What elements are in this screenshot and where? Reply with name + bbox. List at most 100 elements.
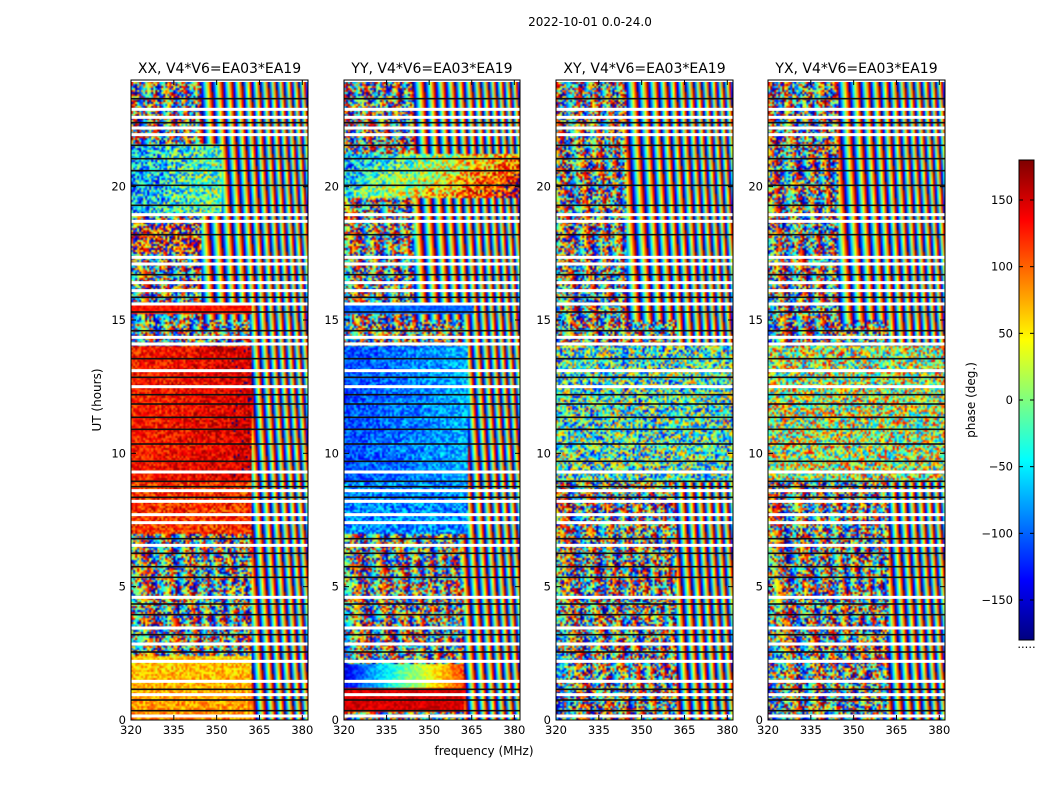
flagged-row xyxy=(768,213,945,217)
flagged-row xyxy=(768,369,945,373)
y-tick-label: 10 xyxy=(748,446,763,460)
panel-frame-xx xyxy=(130,79,309,721)
flagged-row xyxy=(344,543,520,547)
dark-row xyxy=(768,416,945,419)
dark-row xyxy=(556,204,733,207)
flagged-row xyxy=(131,642,308,646)
x-axis-label: frequency (MHz) xyxy=(434,744,533,758)
flagged-row xyxy=(768,262,945,266)
colorbar-label: phase (deg.) xyxy=(964,362,978,438)
phase-heatmap-xy xyxy=(556,80,733,720)
flagged-row xyxy=(556,489,733,493)
flagged-row xyxy=(131,513,308,517)
flagged-row xyxy=(768,126,945,130)
flagged-row xyxy=(131,385,308,389)
dark-row xyxy=(344,144,520,147)
flagged-row xyxy=(344,115,520,119)
flagged-row xyxy=(131,302,308,306)
x-tick-label: 335 xyxy=(163,723,185,737)
x-tick-label: 320 xyxy=(757,723,779,737)
dark-row xyxy=(344,393,520,396)
dark-row xyxy=(768,204,945,207)
flagged-row xyxy=(344,133,520,137)
flagged-row xyxy=(131,219,308,223)
dark-row xyxy=(131,565,308,568)
x-tick-label: 380 xyxy=(928,723,950,737)
y-axis-label: UT (hours) xyxy=(90,368,104,431)
dark-row xyxy=(556,357,733,360)
flagged-row xyxy=(131,126,308,130)
dark-row xyxy=(131,709,308,712)
colorbar-tick-label: 50 xyxy=(998,326,1013,340)
dark-row xyxy=(556,565,733,568)
panel-yy xyxy=(344,80,520,720)
dark-row xyxy=(556,273,733,276)
flagged-row xyxy=(344,659,520,663)
flagged-row xyxy=(556,213,733,217)
y-tick-label: 10 xyxy=(324,446,339,460)
panel-title-xy: XY, V4*V6=EA03*EA19 xyxy=(563,61,725,77)
flagged-row xyxy=(344,335,520,339)
dark-row xyxy=(768,480,945,483)
dark-row xyxy=(131,273,308,276)
flagged-row xyxy=(556,369,733,373)
dark-row xyxy=(768,565,945,568)
dark-row xyxy=(768,233,945,236)
flagged-row xyxy=(344,342,520,346)
flagged-row xyxy=(344,255,520,259)
flagged-row xyxy=(768,543,945,547)
dark-row xyxy=(556,537,733,540)
flagged-row xyxy=(556,693,733,697)
dark-row xyxy=(556,144,733,147)
dark-row xyxy=(556,393,733,396)
dark-row xyxy=(768,144,945,147)
dark-row xyxy=(344,651,520,653)
x-tick-label: 365 xyxy=(248,723,270,737)
dark-row xyxy=(768,403,945,405)
flagged-row xyxy=(556,521,733,525)
dark-row xyxy=(768,651,945,653)
dark-row xyxy=(344,496,520,499)
dark-row xyxy=(131,552,308,555)
flagged-row xyxy=(556,642,733,646)
dark-row xyxy=(556,184,733,187)
dark-row xyxy=(556,633,733,636)
y-tick-label: 10 xyxy=(111,446,126,460)
phase-heatmap-yx xyxy=(768,80,945,720)
flagged-row xyxy=(556,714,733,718)
flagged-row xyxy=(131,714,308,718)
flagged-row xyxy=(768,470,945,474)
dark-row xyxy=(344,273,520,276)
dark-row xyxy=(131,443,308,445)
dark-row xyxy=(344,428,520,431)
flagged-row xyxy=(131,289,308,293)
flagged-row xyxy=(556,107,733,111)
dark-row xyxy=(131,184,308,187)
panel-title-xx: XX, V4*V6=EA03*EA19 xyxy=(138,61,301,77)
dark-row xyxy=(768,460,945,463)
flagged-row xyxy=(768,281,945,285)
flagged-row xyxy=(344,513,520,517)
dark-row xyxy=(344,416,520,419)
flagged-row xyxy=(131,107,308,111)
dark-row xyxy=(131,169,308,172)
flagged-row xyxy=(131,262,308,266)
dark-row xyxy=(131,233,308,236)
flagged-row xyxy=(768,679,945,683)
flagged-row xyxy=(556,543,733,547)
y-tick-label: 5 xyxy=(756,580,763,594)
y-tick-label: 20 xyxy=(111,180,126,194)
x-tick-label: 350 xyxy=(631,723,653,737)
flagged-row xyxy=(344,521,520,525)
dark-row xyxy=(768,485,945,488)
top-edge xyxy=(344,80,520,82)
y-tick-label: 15 xyxy=(536,313,551,327)
panel-frame-xy xyxy=(555,79,734,721)
flagged-row xyxy=(344,595,520,599)
dark-row xyxy=(768,393,945,396)
top-edge xyxy=(768,80,945,82)
flagged-row xyxy=(344,489,520,493)
flagged-row xyxy=(344,499,520,503)
flagged-row xyxy=(131,489,308,493)
dark-row xyxy=(556,485,733,488)
